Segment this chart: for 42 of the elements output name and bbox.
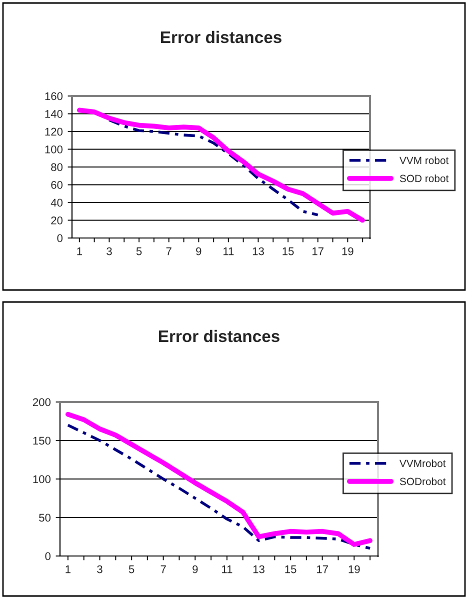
x-tick-label: 17 [317, 565, 328, 574]
y-tick-label: 0 [45, 552, 51, 560]
y-tick-label: 120 [45, 128, 63, 136]
x-tick-label: 13 [252, 247, 264, 256]
x-tick-label: 9 [196, 247, 202, 256]
line-series [108, 118, 320, 216]
x-tick-label: 19 [348, 565, 360, 574]
x-tick-label: 19 [342, 247, 354, 256]
y-tick-label: 100 [33, 475, 51, 484]
x-tick-label: 11 [222, 565, 232, 574]
x-tick-label: 5 [128, 565, 134, 574]
legend-label: VVM robot [400, 156, 449, 164]
x-tick-label: 7 [166, 247, 172, 256]
x-tick-label: 15 [285, 565, 296, 574]
x-tick-label: 5 [136, 247, 142, 256]
x-tick-label: 3 [106, 247, 112, 256]
y-tick-label: 50 [39, 514, 51, 522]
y-tick-label: 150 [33, 436, 51, 445]
y-tick-label: 0 [57, 234, 63, 242]
x-tick-label: 11 [224, 247, 234, 256]
chart-title: Error distances [158, 330, 280, 342]
x-tick-label: 17 [312, 247, 324, 256]
y-tick-label: 60 [51, 181, 63, 189]
x-tick-label: 3 [97, 565, 102, 574]
y-tick-label: 80 [51, 163, 63, 172]
y-tick-label: 20 [51, 216, 63, 224]
x-tick-label: 7 [160, 565, 166, 574]
x-tick-label: 13 [253, 565, 264, 574]
legend-label: SODrobot [400, 478, 446, 486]
y-tick-label: 100 [45, 146, 63, 154]
y-tick-label: 200 [32, 398, 51, 406]
x-tick-label: 9 [192, 565, 198, 574]
y-tick-label: 140 [45, 110, 63, 118]
legend-label: SOD robot [400, 174, 449, 182]
legend-label: VVMrobot [400, 459, 446, 468]
x-tick-label: 15 [282, 247, 294, 256]
line-series [77, 108, 365, 223]
y-tick-label: 160 [45, 92, 63, 100]
y-tick-label: 40 [50, 198, 63, 207]
x-tick-label: 1 [77, 247, 82, 256]
chart-title: Error distances [160, 30, 282, 44]
x-tick-label: 1 [66, 565, 70, 574]
